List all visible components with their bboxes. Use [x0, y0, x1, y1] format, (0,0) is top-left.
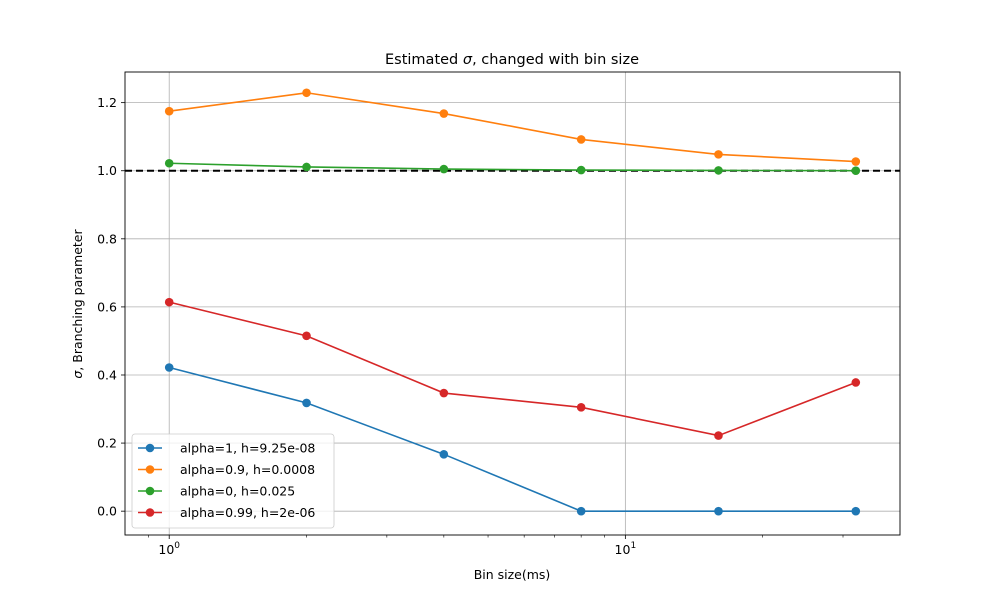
data-point — [439, 164, 449, 174]
series-layer — [164, 88, 861, 516]
data-point — [164, 297, 174, 307]
legend-item: alpha=0.99, h=2e-06 — [138, 505, 315, 520]
legend-box — [131, 433, 335, 529]
data-point — [576, 506, 586, 516]
y-axis-ticks: 0.0 0.2 0.4 0.6 0.8 1.0 1.2 — [97, 95, 125, 519]
chart-title: Estimated σ, changed with bin size — [385, 52, 639, 68]
data-point — [851, 506, 861, 516]
data-point — [164, 363, 174, 372]
legend-marker — [145, 443, 155, 453]
x-tick-label: 101 — [615, 541, 637, 557]
data-point — [576, 135, 586, 144]
series-3 — [164, 158, 861, 176]
y-tick-label: 0.0 — [97, 504, 117, 519]
x-tick-label: 100 — [158, 541, 180, 557]
y-tick-label: 0.8 — [97, 231, 117, 246]
data-point — [302, 88, 311, 98]
y-tick-label: 0.2 — [97, 436, 117, 451]
series-line — [169, 162, 856, 172]
series-line — [169, 366, 856, 512]
data-point — [851, 166, 861, 176]
legend-label: alpha=0.9, h=0.0008 — [180, 462, 315, 477]
legend-item: alpha=0.9, h=0.0008 — [138, 462, 315, 477]
data-point — [851, 378, 861, 387]
axes-frame — [124, 71, 901, 536]
data-point — [302, 162, 311, 172]
data-point — [164, 106, 174, 116]
legend-marker — [145, 508, 155, 517]
data-point — [439, 450, 449, 459]
legend: alpha=1, h=9.25e-08 alpha=0.9, h=0.0008 al… — [131, 433, 335, 529]
x-axis-ticks: 100 101 — [148, 535, 844, 557]
data-point — [576, 165, 586, 175]
series-4 — [164, 297, 861, 440]
x-axis-label: Bin size(ms) — [474, 567, 551, 582]
data-point — [439, 109, 449, 118]
x-tick-label-exponent: 1 — [630, 541, 636, 551]
legend-marker — [145, 465, 155, 474]
legend-label: alpha=0.99, h=2e-06 — [180, 505, 315, 520]
series-2 — [164, 88, 861, 166]
data-point — [714, 431, 723, 440]
x-tick-label-exponent: 0 — [174, 541, 180, 551]
data-point — [164, 158, 174, 168]
y-axis-label-text: , Branching parameter — [70, 229, 85, 371]
y-tick-label: 1.0 — [97, 163, 117, 178]
legend-marker — [145, 486, 155, 496]
y-tick-label: 0.6 — [97, 299, 117, 314]
data-point — [714, 506, 723, 516]
y-tick-label: 1.2 — [97, 95, 117, 110]
series-line — [169, 301, 857, 437]
chart-title-prefix: Estimated — [385, 52, 463, 68]
data-point — [851, 157, 861, 166]
y-axis-label: σ, Branching parameter — [70, 229, 85, 379]
legend-label: alpha=1, h=9.25e-08 — [180, 441, 315, 456]
chart-title-sigma: σ — [463, 52, 473, 68]
x-tick-label-base: 10 — [158, 542, 174, 557]
data-point — [439, 388, 449, 398]
data-point — [302, 398, 311, 408]
y-axis-label-sigma: σ — [70, 370, 85, 379]
data-point — [714, 166, 723, 175]
series-line — [169, 91, 856, 163]
data-point — [714, 150, 723, 159]
legend-label: alpha=0, h=0.025 — [180, 484, 295, 499]
data-point — [302, 331, 311, 341]
data-point — [576, 403, 586, 412]
chart-title-suffix: , changed with bin size — [472, 52, 639, 68]
x-tick-label-base: 10 — [615, 542, 631, 557]
legend-item: alpha=0, h=0.025 — [138, 484, 295, 499]
series-1 — [164, 363, 861, 516]
y-tick-label: 0.4 — [97, 367, 117, 382]
legend-item: alpha=1, h=9.25e-08 — [138, 441, 315, 456]
